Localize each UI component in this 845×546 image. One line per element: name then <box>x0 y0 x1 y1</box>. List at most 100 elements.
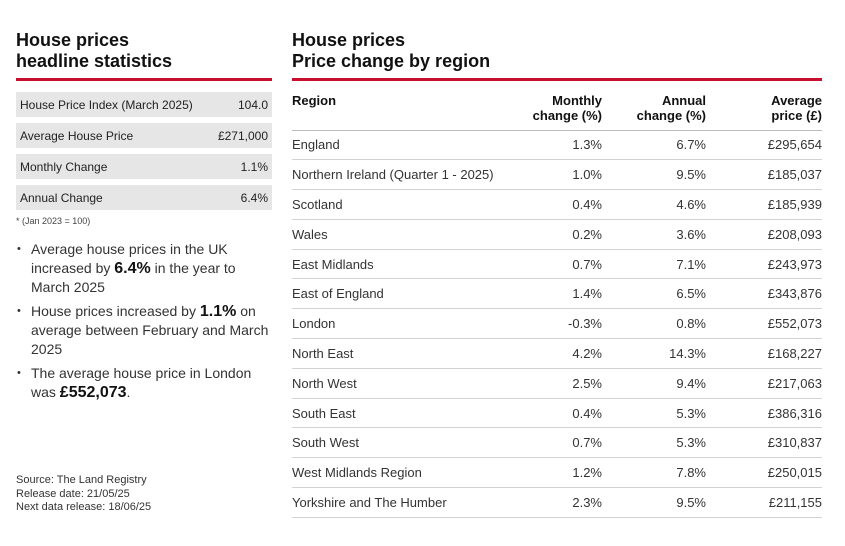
cell-monthly-change: 1.0% <box>522 159 602 191</box>
stat-row-annual-change: Annual Change 6.4% <box>16 185 272 210</box>
bullet-item: The average house price in London was £5… <box>16 364 272 402</box>
stat-row-hpi: House Price Index (March 2025) 104.0 <box>16 92 272 117</box>
cell-annual-change: 7.1% <box>602 249 706 280</box>
table-row: Wales 0.2% 3.6% £208,093 <box>292 219 822 250</box>
region-title: House prices Price change by region <box>292 30 822 72</box>
cell-monthly-change: 2.5% <box>522 368 602 399</box>
table-row: England 1.3% 6.7% £295,654 <box>292 130 822 161</box>
table-header-row: Region Monthly change (%) Annual change (%… <box>292 93 822 131</box>
cell-average-price: £185,037 <box>706 159 822 191</box>
cell-region: London <box>292 308 522 340</box>
cell-annual-change: 6.7% <box>602 130 706 161</box>
headline-title-line1: House prices <box>16 30 130 50</box>
cell-monthly-change: 4.2% <box>522 338 602 369</box>
cell-region: North East <box>292 338 522 369</box>
cell-annual-change: 5.3% <box>602 398 706 429</box>
cell-region: North West <box>292 368 522 399</box>
headline-title-line2: headline statistics <box>16 51 173 71</box>
cell-region: Yorkshire and The Humber <box>292 487 522 518</box>
cell-average-price: £185,939 <box>706 189 822 220</box>
table-row: East Midlands 0.7% 7.1% £243,973 <box>292 249 822 280</box>
stat-label: House Price Index (March 2025) <box>20 97 193 112</box>
cell-annual-change: 4.6% <box>602 189 706 220</box>
cell-average-price: £211,155 <box>706 487 822 518</box>
cell-monthly-change: 0.4% <box>522 398 602 429</box>
stat-value: 1.1% <box>240 159 268 174</box>
table-row: East of England 1.4% 6.5% £343,876 <box>292 278 822 310</box>
table-row: Northern Ireland (Quarter 1 - 2025) 1.0% 9… <box>292 159 822 191</box>
region-title-line2: Price change by region <box>292 51 491 71</box>
stat-value: 6.4% <box>240 190 268 205</box>
next-release-date: Next data release: 18/06/25 <box>16 501 152 513</box>
cell-region: Scotland <box>292 189 522 220</box>
stats-list: House Price Index (March 2025) 104.0 Ave… <box>16 92 272 210</box>
stat-value: 104.0 <box>237 97 268 112</box>
cell-average-price: £386,316 <box>706 398 822 429</box>
table-row: London -0.3% 0.8% £552,073 <box>292 308 822 340</box>
table-row: Yorkshire and The Humber 2.3% 9.5% £211,155 <box>292 487 822 518</box>
stat-label: Monthly Change <box>20 159 108 174</box>
stat-label: Annual Change <box>20 190 103 205</box>
cell-region: West Midlands Region <box>292 457 522 489</box>
cell-annual-change: 9.4% <box>602 368 706 399</box>
cell-average-price: £168,227 <box>706 338 822 369</box>
cell-annual-change: 14.3% <box>602 338 706 369</box>
region-price-panel: House prices Price change by region Regi… <box>292 30 822 518</box>
cell-region: South East <box>292 398 522 429</box>
headline-statistics-panel: House prices headline statistics House P… <box>16 30 272 407</box>
header-annual-change: Annual change (%) <box>602 93 706 131</box>
cell-region: Wales <box>292 219 522 250</box>
cell-annual-change: 0.8% <box>602 308 706 340</box>
cell-average-price: £208,093 <box>706 219 822 250</box>
cell-annual-change: 9.5% <box>602 487 706 518</box>
summary-bullets: Average house prices in the UK increased… <box>16 240 272 402</box>
table-row: North East 4.2% 14.3% £168,227 <box>292 338 822 369</box>
cell-region: Northern Ireland (Quarter 1 - 2025) <box>292 159 522 191</box>
cell-monthly-change: 1.3% <box>522 130 602 161</box>
index-footnote: * (Jan 2023 = 100) <box>16 216 91 226</box>
stat-value: £271,000 <box>217 128 268 143</box>
cell-average-price: £343,876 <box>706 278 822 310</box>
cell-monthly-change: 2.3% <box>522 487 602 518</box>
header-region: Region <box>292 93 522 131</box>
cell-region: East of England <box>292 278 522 310</box>
cell-monthly-change: 1.2% <box>522 457 602 489</box>
cell-average-price: £295,654 <box>706 130 822 161</box>
region-table: Region Monthly change (%) Annual change (%… <box>292 93 822 518</box>
source-note: Source: The Land Registry Release date: … <box>16 474 151 515</box>
source-line: Source: The Land Registry <box>16 474 147 486</box>
cell-region: East Midlands <box>292 249 522 280</box>
bullet-item: House prices increased by 1.1% on averag… <box>16 302 272 359</box>
cell-average-price: £552,073 <box>706 308 822 340</box>
cell-average-price: £250,015 <box>706 457 822 489</box>
cell-annual-change: 3.6% <box>602 219 706 250</box>
cell-monthly-change: -0.3% <box>522 308 602 340</box>
table-row: West Midlands Region 1.2% 7.8% £250,015 <box>292 457 822 489</box>
cell-annual-change: 7.8% <box>602 457 706 489</box>
table-row: South West 0.7% 5.3% £310,837 <box>292 427 822 459</box>
region-title-line1: House prices <box>292 30 406 50</box>
cell-region: South West <box>292 427 522 459</box>
cell-monthly-change: 1.4% <box>522 278 602 310</box>
cell-average-price: £310,837 <box>706 427 822 459</box>
cell-annual-change: 5.3% <box>602 427 706 459</box>
accent-rule <box>16 78 272 81</box>
cell-average-price: £217,063 <box>706 368 822 399</box>
cell-monthly-change: 0.7% <box>522 249 602 280</box>
cell-annual-change: 6.5% <box>602 278 706 310</box>
cell-monthly-change: 0.7% <box>522 427 602 459</box>
cell-monthly-change: 0.4% <box>522 189 602 220</box>
table-row: North West 2.5% 9.4% £217,063 <box>292 368 822 399</box>
table-row: South East 0.4% 5.3% £386,316 <box>292 398 822 429</box>
cell-average-price: £243,973 <box>706 249 822 280</box>
stat-label: Average House Price <box>20 128 134 143</box>
stat-row-average-price: Average House Price £271,000 <box>16 123 272 148</box>
release-date: Release date: 21/05/25 <box>16 487 130 500</box>
stat-row-monthly-change: Monthly Change 1.1% <box>16 154 272 179</box>
bullet-item: Average house prices in the UK increased… <box>16 240 272 297</box>
cell-annual-change: 9.5% <box>602 159 706 191</box>
header-monthly-change: Monthly change (%) <box>522 93 602 131</box>
cell-region: England <box>292 130 522 161</box>
header-average-price: Average price (£) <box>706 93 822 131</box>
table-row: Scotland 0.4% 4.6% £185,939 <box>292 189 822 220</box>
